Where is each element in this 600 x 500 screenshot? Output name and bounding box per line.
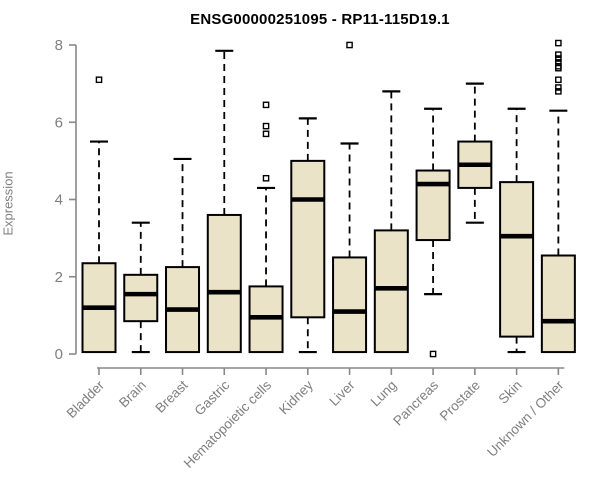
- iqr-box: [499, 181, 535, 338]
- outlier-point: [262, 174, 270, 182]
- outlier-point: [346, 41, 353, 49]
- y-tick-label: 4: [55, 192, 63, 209]
- chart-title: ENSG00000251095 - RP11-115D19.1: [190, 11, 450, 28]
- y-tick-label: 6: [55, 114, 63, 131]
- iqr-box: [332, 256, 368, 354]
- box-group-skin: [499, 107, 535, 354]
- iqr-box: [415, 169, 451, 242]
- box-group-lung: [373, 90, 409, 354]
- outlier-point: [555, 84, 562, 91]
- box-group-hematopoietic-cells: [248, 101, 284, 354]
- box-group-liver: [332, 41, 368, 354]
- outlier-point: [262, 130, 270, 138]
- outlier-point: [555, 76, 562, 84]
- x-category-label: Skin: [496, 378, 525, 407]
- x-category-label: Brain: [116, 378, 149, 411]
- outlier-point: [429, 350, 437, 358]
- x-category-label: Liver: [326, 377, 358, 409]
- box-group-brain: [123, 221, 159, 354]
- outlier-point: [555, 55, 562, 62]
- iqr-box: [290, 159, 326, 319]
- y-tick-label: 0: [55, 346, 63, 363]
- box-group-breast: [165, 157, 201, 354]
- outlier-point: [555, 62, 562, 70]
- x-category-label: Unknown / Other: [484, 377, 567, 460]
- box-group-kidney: [290, 117, 326, 354]
- outlier-point: [555, 39, 562, 47]
- iqr-box: [206, 213, 242, 354]
- y-tick-label: 2: [55, 269, 63, 286]
- x-category-label: Lung: [368, 378, 400, 410]
- outlier-point: [262, 101, 270, 109]
- iqr-box: [540, 254, 576, 354]
- outlier-point: [555, 88, 562, 95]
- box-group-gastric: [206, 49, 242, 354]
- outlier-point: [95, 76, 103, 84]
- x-category-label: Bladder: [64, 377, 108, 421]
- outlier-point: [262, 122, 270, 130]
- x-category-label: Kidney: [276, 377, 316, 417]
- iqr-box: [373, 229, 409, 354]
- outlier-point: [555, 59, 562, 66]
- box-group-pancreas: [415, 107, 451, 358]
- box-group-bladder: [81, 76, 117, 354]
- iqr-box: [123, 273, 159, 323]
- x-category-label: Prostate: [437, 378, 483, 424]
- y-tick-label: 8: [55, 37, 63, 54]
- x-category-label: Gastric: [192, 377, 233, 418]
- x-category-label: Breast: [152, 377, 190, 415]
- x-category-label: Pancreas: [390, 377, 441, 428]
- outlier-point: [555, 51, 562, 58]
- box-group-prostate: [457, 82, 493, 224]
- box-group-unknown-other: [540, 39, 576, 354]
